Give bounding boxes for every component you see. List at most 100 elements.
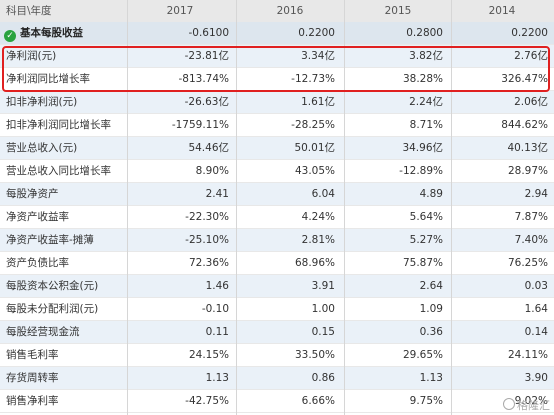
cell-2016: 43.05% [294,165,335,177]
cell-2015: -12.89% [399,165,443,177]
header-2016[interactable]: 2016 [276,5,304,17]
table-row[interactable]: 营业总收入同比增长率 8.90% 43.05% -12.89% 28.97% [0,160,554,183]
row-label: ✓ 基本每股收益 [4,22,124,44]
table-row[interactable]: 扣非净利润同比增长率 -1759.11% -28.25% 8.71% 844.62% [0,114,554,137]
row-label: 净资产收益率-摊薄 [6,234,94,246]
row-label: 每股未分配利润(元) [6,303,99,315]
cell-2016: 1.61亿 [301,96,335,108]
header-2015[interactable]: 2015 [384,5,412,17]
cell-2014: 0.14 [524,326,548,338]
cell-2014: 24.11% [507,349,548,361]
cell-2016: 50.01亿 [294,142,335,154]
row-label-text: 基本每股收益 [20,27,83,39]
cell-2014: 3.90 [524,372,548,384]
header-2014[interactable]: 2014 [488,5,516,17]
cell-2015: 34.96亿 [402,142,443,154]
table-row[interactable]: 资产负债比率 72.36% 68.96% 75.87% 76.25% [0,252,554,275]
cell-2015: 9.75% [409,395,443,407]
table-row[interactable]: 净利润(元) -23.81亿 3.34亿 3.82亿 2.76亿 [0,45,554,68]
cell-2015: 29.65% [402,349,443,361]
row-label: 每股经营现金流 [6,326,80,338]
row-label: 营业总收入同比增长率 [6,165,111,177]
cell-2017: -25.10% [185,234,229,246]
cell-2015: 0.2800 [406,27,443,39]
cell-2014: 9.02% [514,395,548,407]
cell-2016: 68.96% [294,257,335,269]
cell-2014: 326.47% [501,73,548,85]
cell-2015: 1.09 [419,303,443,315]
cell-2014: 7.87% [514,211,548,223]
cell-2016: 3.34亿 [301,50,335,62]
table-row[interactable]: 销售净利率 -42.75% 6.66% 9.75% 9.02% [0,390,554,413]
cell-2014: 28.97% [507,165,548,177]
header-2017[interactable]: 2017 [166,5,194,17]
cell-2017: -26.63亿 [184,96,229,108]
cell-2017: 1.46 [205,280,229,292]
cell-2017: -813.74% [178,73,229,85]
column-divider [236,0,237,415]
cell-2014: 2.76亿 [514,50,548,62]
cell-2017: -0.10 [201,303,229,315]
table-row[interactable]: 每股净资产 2.41 6.04 4.89 2.94 [0,183,554,206]
cell-2017: 72.36% [188,257,229,269]
cell-2016: -12.73% [291,73,335,85]
check-icon: ✓ [4,30,16,42]
cell-2015: 38.28% [402,73,443,85]
cell-2016: 0.2200 [298,27,335,39]
cell-2016: 33.50% [294,349,335,361]
cell-2017: 1.13 [205,372,229,384]
table-row[interactable]: 扣非净利润(元) -26.63亿 1.61亿 2.24亿 2.06亿 [0,91,554,114]
cell-2015: 1.13 [419,372,443,384]
cell-2017: -0.6100 [188,27,229,39]
row-label: 资产负债比率 [6,257,69,269]
cell-2016: 1.00 [311,303,335,315]
cell-2017: 2.41 [205,188,229,200]
cell-2014: 76.25% [507,257,548,269]
cell-2016: -28.25% [291,119,335,131]
row-label: 营业总收入(元) [6,142,78,154]
cell-2014: 844.62% [501,119,548,131]
row-label: 扣非净利润(元) [6,96,78,108]
table-row[interactable]: 营业总收入(元) 54.46亿 50.01亿 34.96亿 40.13亿 [0,137,554,160]
header-subject-year: 科目\年度 [6,5,52,17]
row-label: 扣非净利润同比增长率 [6,119,111,131]
row-label: 净利润同比增长率 [6,73,90,85]
cell-2015: 75.87% [402,257,443,269]
cell-2017: 24.15% [188,349,229,361]
cell-2014: 7.40% [514,234,548,246]
watermark-logo-icon [503,398,515,410]
cell-2017: -1759.11% [171,119,229,131]
table-header: 科目\年度 2017 2016 2015 2014 [0,0,554,22]
cell-2017: -22.30% [185,211,229,223]
table-row[interactable]: 每股资本公积金(元) 1.46 3.91 2.64 0.03 [0,275,554,298]
cell-2015: 5.64% [409,211,443,223]
cell-2014: 0.03 [524,280,548,292]
cell-2015: 0.36 [419,326,443,338]
table-row[interactable]: 销售毛利率 24.15% 33.50% 29.65% 24.11% [0,344,554,367]
table-row[interactable]: 每股未分配利润(元) -0.10 1.00 1.09 1.64 [0,298,554,321]
cell-2016: 2.81% [301,234,335,246]
row-label: 每股净资产 [6,188,59,200]
cell-2016: 6.04 [311,188,335,200]
table-row[interactable]: 每股经营现金流 0.11 0.15 0.36 0.14 [0,321,554,344]
column-divider [127,0,128,415]
row-label: 存货周转率 [6,372,59,384]
column-divider [344,0,345,415]
cell-2015: 5.27% [409,234,443,246]
cell-2015: 2.64 [419,280,443,292]
table-row[interactable]: 净利润同比增长率 -813.74% -12.73% 38.28% 326.47% [0,68,554,91]
cell-2014: 1.64 [524,303,548,315]
row-label: 净利润(元) [6,50,57,62]
watermark: 格隆汇 [503,397,550,413]
cell-2017: 8.90% [195,165,229,177]
cell-2017: -23.81亿 [184,50,229,62]
cell-2017: 54.46亿 [188,142,229,154]
cell-2014: 2.94 [524,188,548,200]
cell-2017: -42.75% [185,395,229,407]
table-row[interactable]: 净资产收益率-摊薄 -25.10% 2.81% 5.27% 7.40% [0,229,554,252]
cell-2014: 2.06亿 [514,96,548,108]
table-row[interactable]: 存货周转率 1.13 0.86 1.13 3.90 [0,367,554,390]
table-row-eps[interactable]: ✓ 基本每股收益 -0.6100 0.2200 0.2800 0.2200 [0,22,554,45]
table-row[interactable]: 净资产收益率 -22.30% 4.24% 5.64% 7.87% [0,206,554,229]
